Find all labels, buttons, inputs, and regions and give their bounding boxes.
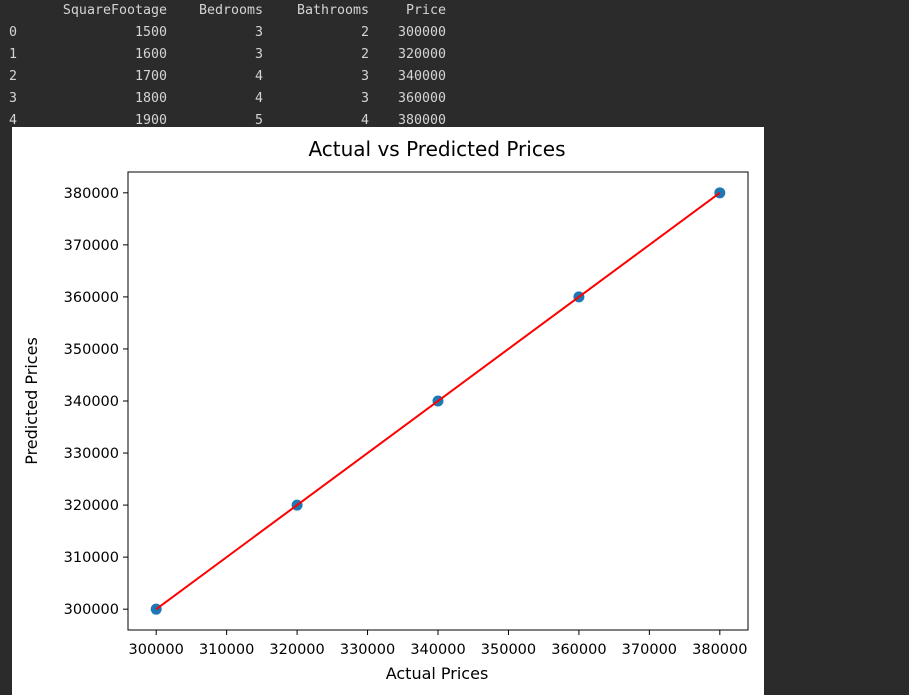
cell-price: 380000 [397,113,446,128]
cell-squarefootage: 1600 [134,47,167,62]
cell-bedrooms: 3 [254,47,263,62]
x-tick-label: 310000 [199,642,254,658]
y-tick-label: 310000 [64,550,119,566]
column-header-price: Price [405,3,446,18]
x-tick-label: 360000 [551,642,606,658]
column-header-squarefootage: SquareFootage [62,3,167,18]
x-tick-label: 330000 [340,642,395,658]
y-tick-label: 360000 [64,290,119,306]
chart-title: Actual vs Predicted Prices [308,137,565,161]
cell-bathrooms: 2 [360,47,369,62]
row-index: 1 [9,47,18,62]
cell-bathrooms: 3 [360,69,369,84]
row-index: 3 [9,91,18,106]
y-tick-label: 320000 [64,498,119,514]
y-tick-label: 330000 [64,446,119,462]
row-index: 4 [9,113,18,128]
table-row: 1 1600 3 2 320000 [0,44,446,66]
cell-squarefootage: 1700 [134,69,167,84]
chart-figure: Actual vs Predicted Prices 300000 310000 3… [12,127,764,695]
cell-squarefootage: 1500 [134,25,167,40]
y-tick-label: 300000 [64,602,119,618]
column-header-bathrooms: Bathrooms [296,3,369,18]
table-row: 0 1500 3 2 300000 [0,22,446,44]
row-index: 2 [9,69,18,84]
cell-squarefootage: 1800 [134,91,167,106]
fit-line [155,192,721,610]
dataframe-table: SquareFootage Bedrooms Bathrooms Price 0… [0,0,446,132]
scatter-chart: Actual vs Predicted Prices 300000 310000 3… [22,137,749,683]
y-tick-label: 350000 [64,342,119,358]
y-tick-label: 380000 [64,186,119,202]
cell-price: 340000 [397,69,446,84]
x-axis-label: Actual Prices [386,664,489,683]
x-tick-label: 320000 [269,642,324,658]
column-header-bedrooms: Bedrooms [198,3,263,18]
table-row: 2 1700 4 3 340000 [0,66,446,88]
x-tick-label: 350000 [481,642,536,658]
cell-bedrooms: 3 [254,25,263,40]
cell-bedrooms: 4 [254,69,263,84]
cell-squarefootage: 1900 [134,113,167,128]
row-index: 0 [9,25,18,40]
x-tick-label: 300000 [129,642,184,658]
y-tick-label: 370000 [64,238,119,254]
cell-bedrooms: 5 [254,113,263,128]
cell-bathrooms: 4 [360,113,369,128]
x-axis: 300000 310000 320000 330000 340000 350000 3600… [129,630,747,658]
x-tick-label: 370000 [622,642,677,658]
cell-price: 300000 [397,25,446,40]
cell-bathrooms: 3 [360,91,369,106]
cell-price: 320000 [397,47,446,62]
cell-bathrooms: 2 [360,25,369,40]
table-header-row: SquareFootage Bedrooms Bathrooms Price [0,0,446,22]
cell-price: 360000 [397,91,446,106]
x-tick-label: 380000 [692,642,747,658]
table-row: 4 1900 5 4 380000 [0,110,446,132]
y-axis: 300000 310000 320000 330000 340000 350000 3600… [64,186,128,618]
cell-bedrooms: 4 [254,91,263,106]
y-tick-label: 340000 [64,394,119,410]
plot-series [150,187,726,615]
index-header [0,0,22,22]
table-row: 3 1800 4 3 360000 [0,88,446,110]
x-tick-label: 340000 [410,642,465,658]
y-axis-label: Predicted Prices [22,337,41,465]
